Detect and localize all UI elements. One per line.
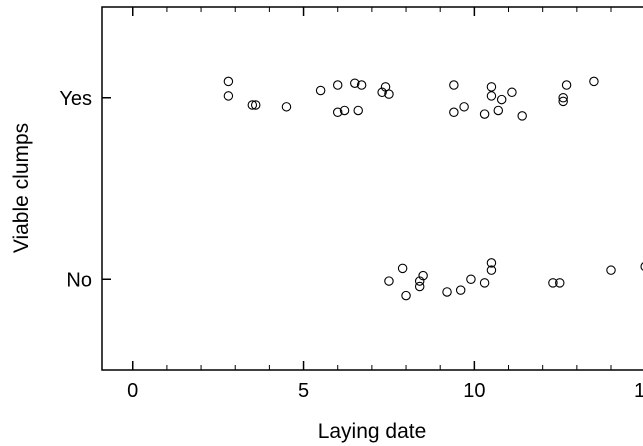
data-point — [589, 76, 599, 87]
data-point — [356, 80, 367, 90]
x-tick-label: 10 — [463, 380, 485, 402]
x-tick-label: 0 — [127, 380, 138, 402]
data-point — [486, 91, 497, 101]
data-point — [517, 111, 527, 121]
data-point — [384, 276, 394, 286]
data-point — [315, 85, 326, 96]
data-point — [496, 94, 507, 105]
y-tick-label: No — [66, 269, 92, 291]
data-point — [455, 285, 466, 295]
data-point — [558, 93, 568, 103]
data-point — [223, 76, 234, 87]
axis-tick-labels: 0 5 10 15 No Yes — [59, 88, 643, 402]
data-point — [250, 100, 261, 110]
data-point — [397, 263, 408, 274]
data-point — [418, 270, 428, 281]
data-point — [401, 290, 411, 301]
data-point — [377, 87, 387, 98]
data-point — [332, 107, 343, 118]
data-point — [223, 91, 234, 101]
data-points — [223, 76, 643, 301]
x-tick-label: 5 — [298, 380, 309, 402]
data-point — [555, 278, 565, 288]
data-point — [507, 87, 517, 98]
data-point — [486, 82, 497, 92]
data-point — [486, 265, 497, 275]
data-point — [350, 78, 360, 88]
data-point — [281, 102, 292, 112]
data-point — [449, 107, 459, 118]
data-point — [449, 80, 459, 90]
data-point — [414, 281, 425, 292]
data-point — [558, 96, 568, 107]
y-axis-title: Viable clumps — [10, 123, 33, 253]
data-point — [353, 105, 363, 116]
y-tick-label: Yes — [59, 88, 92, 110]
data-point — [332, 80, 343, 90]
data-point — [339, 105, 350, 116]
data-point — [459, 102, 469, 112]
data-point — [606, 265, 616, 275]
data-point — [479, 109, 490, 119]
data-point — [493, 105, 504, 116]
data-point — [466, 274, 476, 284]
data-point — [414, 276, 425, 286]
x-tick-label: 15 — [634, 380, 643, 402]
axis-ticks — [102, 7, 612, 370]
data-point — [247, 100, 258, 110]
data-point — [486, 258, 497, 268]
plot-frame — [101, 6, 643, 371]
data-point — [561, 80, 572, 90]
data-point — [442, 287, 452, 297]
x-axis-title: Laying date — [318, 420, 427, 443]
data-point — [640, 262, 643, 271]
data-point — [384, 89, 394, 99]
data-point — [479, 278, 490, 288]
data-point — [548, 278, 558, 288]
